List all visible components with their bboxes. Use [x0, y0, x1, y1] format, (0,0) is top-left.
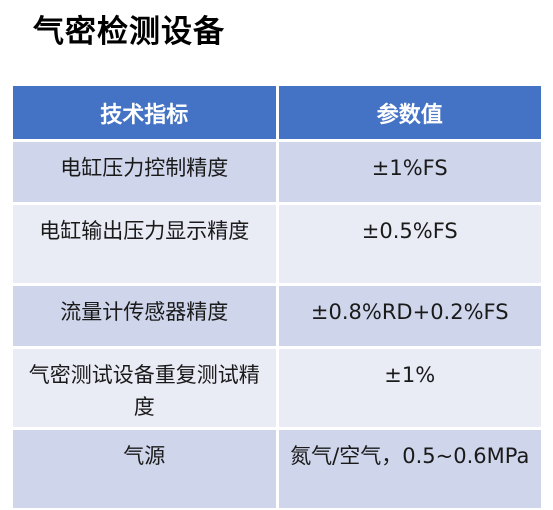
header-spec: 技术指标	[13, 86, 279, 141]
page-title: 气密检测设备	[33, 14, 225, 50]
table-row: 电缸输出压力显示精度 ±0.5%FS	[13, 202, 541, 285]
table-header-row: 技术指标 参数值	[13, 86, 541, 141]
row-value: ±1%FS	[277, 139, 541, 204]
row-name: 流量计传感器精度	[13, 283, 279, 348]
table-row: 气密测试设备重复测试精度 ±1%	[13, 346, 541, 429]
row-value: ±0.8%RD+0.2%FS	[277, 283, 541, 348]
row-value: 氮气/空气，0.5~0.6MPa	[277, 427, 541, 508]
table-row: 气源 氮气/空气，0.5~0.6MPa	[13, 427, 541, 508]
table-row: 电缸压力控制精度 ±1%FS	[13, 139, 541, 204]
row-value: ±1%	[277, 346, 541, 429]
header-value: 参数值	[277, 86, 541, 141]
row-name: 气密测试设备重复测试精度	[13, 346, 279, 429]
row-name: 电缸输出压力显示精度	[13, 202, 279, 285]
row-value: ±0.5%FS	[277, 202, 541, 285]
row-name: 气源	[13, 427, 279, 508]
table-row: 流量计传感器精度 ±0.8%RD+0.2%FS	[13, 283, 541, 348]
spec-table: 技术指标 参数值 电缸压力控制精度 ±1%FS 电缸输出压力显示精度 ±0.5%…	[13, 86, 541, 508]
row-name: 电缸压力控制精度	[13, 139, 279, 204]
